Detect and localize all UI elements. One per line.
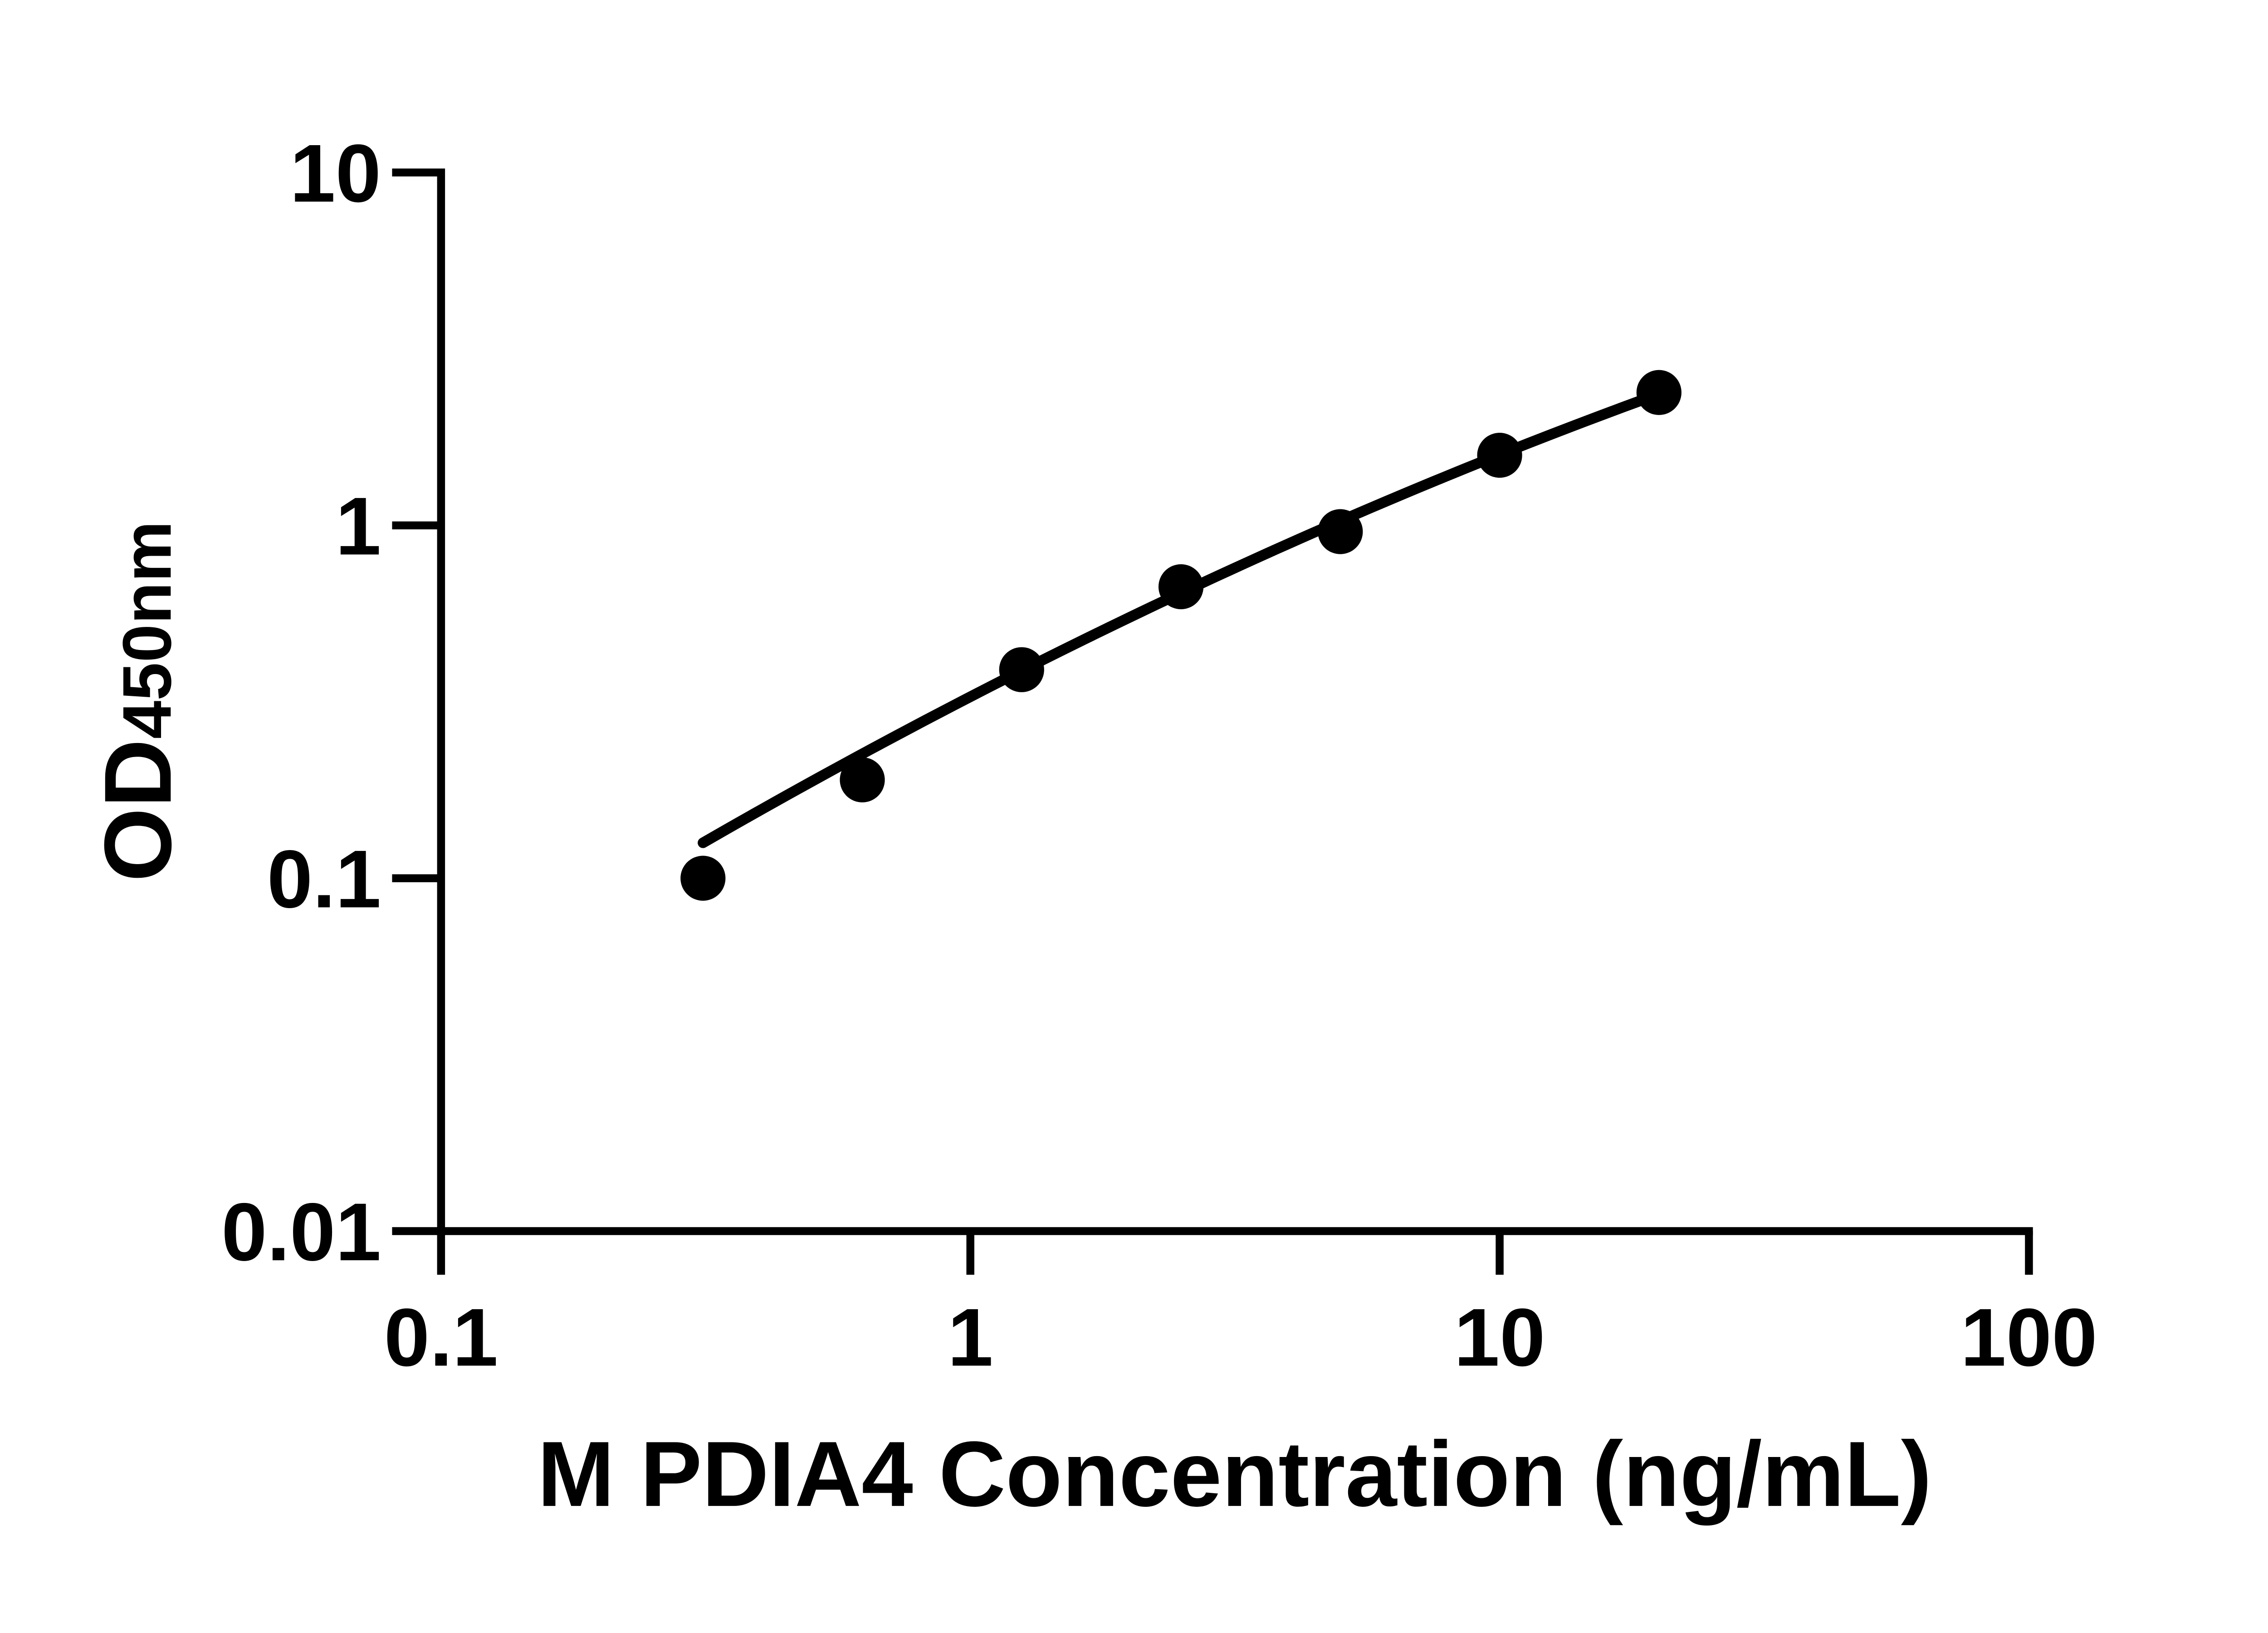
data-point — [1636, 370, 1681, 415]
data-point — [680, 856, 726, 901]
data-point — [840, 757, 885, 802]
data-point — [999, 647, 1044, 692]
data-point — [1158, 564, 1204, 610]
y-axis-title-main: OD — [84, 739, 191, 882]
y-axis-title-sub: 450nm — [109, 521, 186, 739]
y-tick-label: 1 — [336, 480, 381, 572]
y-tick-label: 10 — [290, 127, 381, 219]
y-tick-label: 0.1 — [267, 833, 381, 925]
x-axis-title: M PDIA4 Concentration (ng/mL) — [538, 1423, 1932, 1526]
data-point — [1318, 509, 1363, 554]
x-tick-label: 0.1 — [384, 1292, 498, 1384]
x-tick-label: 10 — [1454, 1292, 1545, 1384]
x-tick-label: 1 — [948, 1292, 993, 1384]
data-point — [1477, 433, 1522, 478]
y-tick-label: 0.01 — [221, 1186, 381, 1278]
x-tick-label: 100 — [1960, 1292, 2097, 1384]
y-axis-title: OD450nm — [84, 521, 191, 882]
